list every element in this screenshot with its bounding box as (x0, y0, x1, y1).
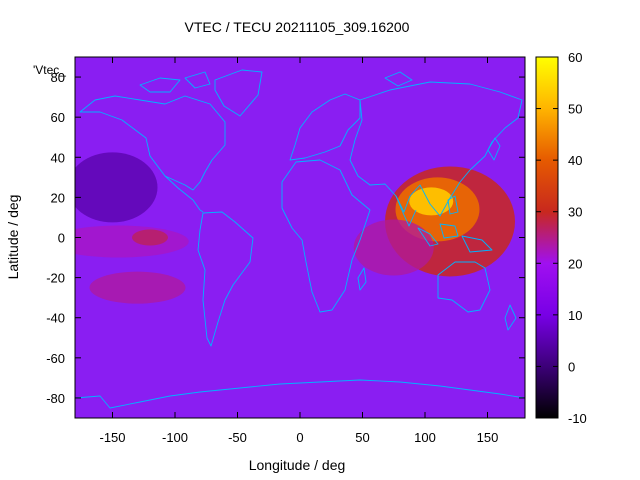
x-tick-label: -100 (162, 430, 188, 445)
x-tick-label: 50 (355, 430, 369, 445)
colorbar-tick-label: 20 (568, 256, 582, 271)
colorbar-tick-label: -10 (568, 411, 587, 426)
south-pacific-band-layer-0 (89, 271, 186, 304)
y-tick-label: -60 (46, 351, 65, 366)
colorbar (535, 56, 559, 419)
y-axis-label: Latitude / deg (5, 195, 21, 280)
colorbar-axis: -10 0 10 20 30 40 50 60 (536, 50, 587, 426)
indian-ocean-band-layer-0 (353, 219, 434, 276)
heatmap-layer (75, 57, 525, 418)
asia-pacific-peak-layer-2 (409, 187, 454, 216)
colorbar-tick-label: 50 (568, 102, 582, 117)
east-pacific-band-layer-0 (75, 225, 189, 258)
y-tick-label: -40 (46, 311, 65, 326)
east-pacific-band-layer-1 (132, 229, 168, 246)
y-tick-label: 80 (51, 70, 65, 85)
x-tick-label: -150 (99, 430, 125, 445)
coastlines (75, 69, 525, 409)
colorbar-tick-label: 30 (568, 205, 582, 220)
low-tec-region (75, 152, 158, 223)
x-axis: -150 -100 -50 0 50 100 150 (99, 57, 498, 445)
x-tick-label: -50 (228, 430, 247, 445)
x-axis-label: Longitude / deg (249, 457, 346, 473)
colorbar-tick-label: 0 (568, 359, 575, 374)
series-key-label: 'Vtec_ (33, 63, 66, 77)
y-tick-label: -80 (46, 391, 65, 406)
colorbar-tick-label: 10 (568, 308, 582, 323)
x-tick-label: 0 (296, 430, 303, 445)
y-tick-label: 40 (51, 150, 65, 165)
y-axis: -80 -60 -40 -20 0 20 40 60 80 (46, 70, 525, 406)
tec-features (75, 152, 515, 304)
y-tick-label: 20 (51, 190, 65, 205)
y-tick-label: 0 (58, 231, 65, 246)
y-tick-label: 60 (51, 110, 65, 125)
colorbar-tick-label: 40 (568, 153, 582, 168)
chart-title: VTEC / TECU 20211105_309.16200 (185, 19, 410, 35)
colorbar-tick-label: 60 (568, 50, 582, 65)
x-tick-label: 150 (477, 430, 499, 445)
x-tick-label: 100 (414, 430, 436, 445)
y-tick-label: -20 (46, 271, 65, 286)
